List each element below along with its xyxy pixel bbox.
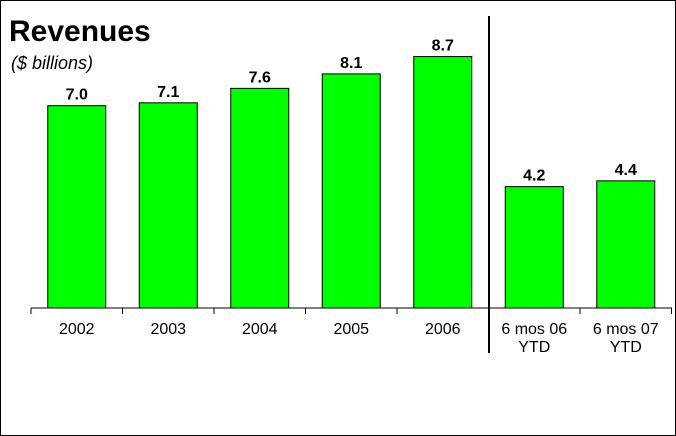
x-axis xyxy=(30,16,672,353)
bar xyxy=(413,56,473,309)
bar xyxy=(47,105,107,309)
bar-value-label: 4.2 xyxy=(523,168,545,185)
bar-value-label: 7.6 xyxy=(249,69,271,86)
category-label: 6 mos 06 xyxy=(501,321,567,338)
value-label-group: 7.0 7.1 7.6 8.1 8.7 4.2 4.4 xyxy=(66,38,637,185)
category-label: YTD xyxy=(518,339,550,356)
bar-group xyxy=(47,56,656,309)
category-label: 2002 xyxy=(59,321,95,338)
bar-value-label: 8.7 xyxy=(432,38,454,55)
bar xyxy=(138,102,198,309)
bar xyxy=(504,186,564,309)
bar xyxy=(321,73,381,309)
category-label: 2004 xyxy=(242,321,278,338)
bar-value-label: 8.1 xyxy=(340,55,362,72)
chart-title: Revenues xyxy=(9,15,151,48)
bar-value-label: 7.0 xyxy=(66,87,88,104)
chart-subtitle: ($ billions) xyxy=(11,53,93,73)
category-label: YTD xyxy=(610,339,642,356)
category-label: 2005 xyxy=(333,321,369,338)
bar xyxy=(230,87,290,309)
category-label: 2006 xyxy=(425,321,461,338)
category-label: 6 mos 07 xyxy=(593,321,659,338)
bar xyxy=(596,180,656,309)
category-label: 2003 xyxy=(150,321,186,338)
bar-value-label: 7.1 xyxy=(157,84,179,101)
bar-value-label: 4.4 xyxy=(615,162,637,179)
